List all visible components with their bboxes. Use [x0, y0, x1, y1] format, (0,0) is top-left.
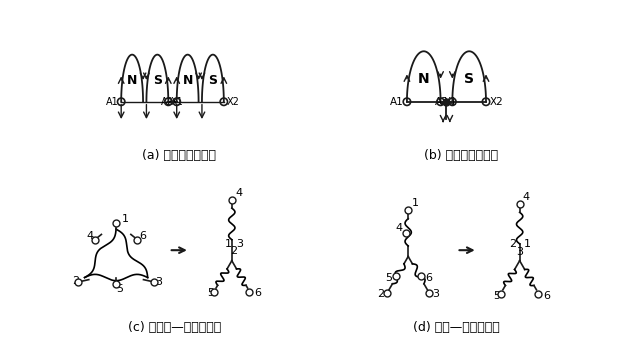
- Text: 3: 3: [433, 289, 440, 299]
- Text: 6: 6: [425, 273, 432, 283]
- Text: 6: 6: [543, 291, 550, 300]
- Text: 4: 4: [235, 187, 242, 198]
- Text: S: S: [153, 74, 162, 87]
- Text: 3: 3: [155, 277, 162, 287]
- Text: X2: X2: [227, 97, 239, 107]
- Text: (b) 二极绕组展开图: (b) 二极绕组展开图: [424, 149, 498, 162]
- Text: X1: X1: [171, 97, 184, 107]
- Text: 1: 1: [412, 198, 419, 208]
- Text: 3: 3: [516, 247, 524, 258]
- Text: 2: 2: [72, 276, 79, 286]
- Text: A1: A1: [390, 97, 404, 107]
- Text: A1: A1: [106, 97, 118, 107]
- Text: 5: 5: [207, 288, 214, 298]
- Text: (d) 星形—双星形转换: (d) 星形—双星形转换: [413, 321, 500, 334]
- Text: 6: 6: [255, 288, 261, 298]
- Text: 5: 5: [385, 273, 392, 283]
- Text: 1: 1: [122, 214, 129, 224]
- Text: (c) 三角形—双星形转换: (c) 三角形—双星形转换: [129, 321, 221, 334]
- Text: N: N: [127, 74, 138, 87]
- Text: 4: 4: [396, 223, 403, 233]
- Text: (a) 四极绕组展开图: (a) 四极绕组展开图: [142, 149, 216, 162]
- Text: X2: X2: [489, 97, 503, 107]
- Text: N: N: [418, 72, 429, 86]
- Text: 5: 5: [116, 284, 123, 294]
- Text: 4: 4: [86, 231, 94, 240]
- Text: 3: 3: [236, 239, 243, 249]
- Text: 2: 2: [509, 239, 516, 249]
- Text: 2: 2: [230, 246, 237, 257]
- Text: 4: 4: [523, 192, 530, 202]
- Text: A2: A2: [161, 97, 174, 107]
- Text: 5: 5: [493, 291, 500, 300]
- Text: 2: 2: [377, 289, 384, 299]
- Text: 1: 1: [524, 239, 531, 249]
- Text: 6: 6: [140, 231, 147, 240]
- Text: X1: X1: [444, 97, 458, 107]
- Text: A2: A2: [435, 97, 449, 107]
- Text: N: N: [182, 74, 193, 87]
- Text: 1: 1: [225, 239, 232, 249]
- Text: S: S: [464, 72, 474, 86]
- Text: S: S: [209, 74, 218, 87]
